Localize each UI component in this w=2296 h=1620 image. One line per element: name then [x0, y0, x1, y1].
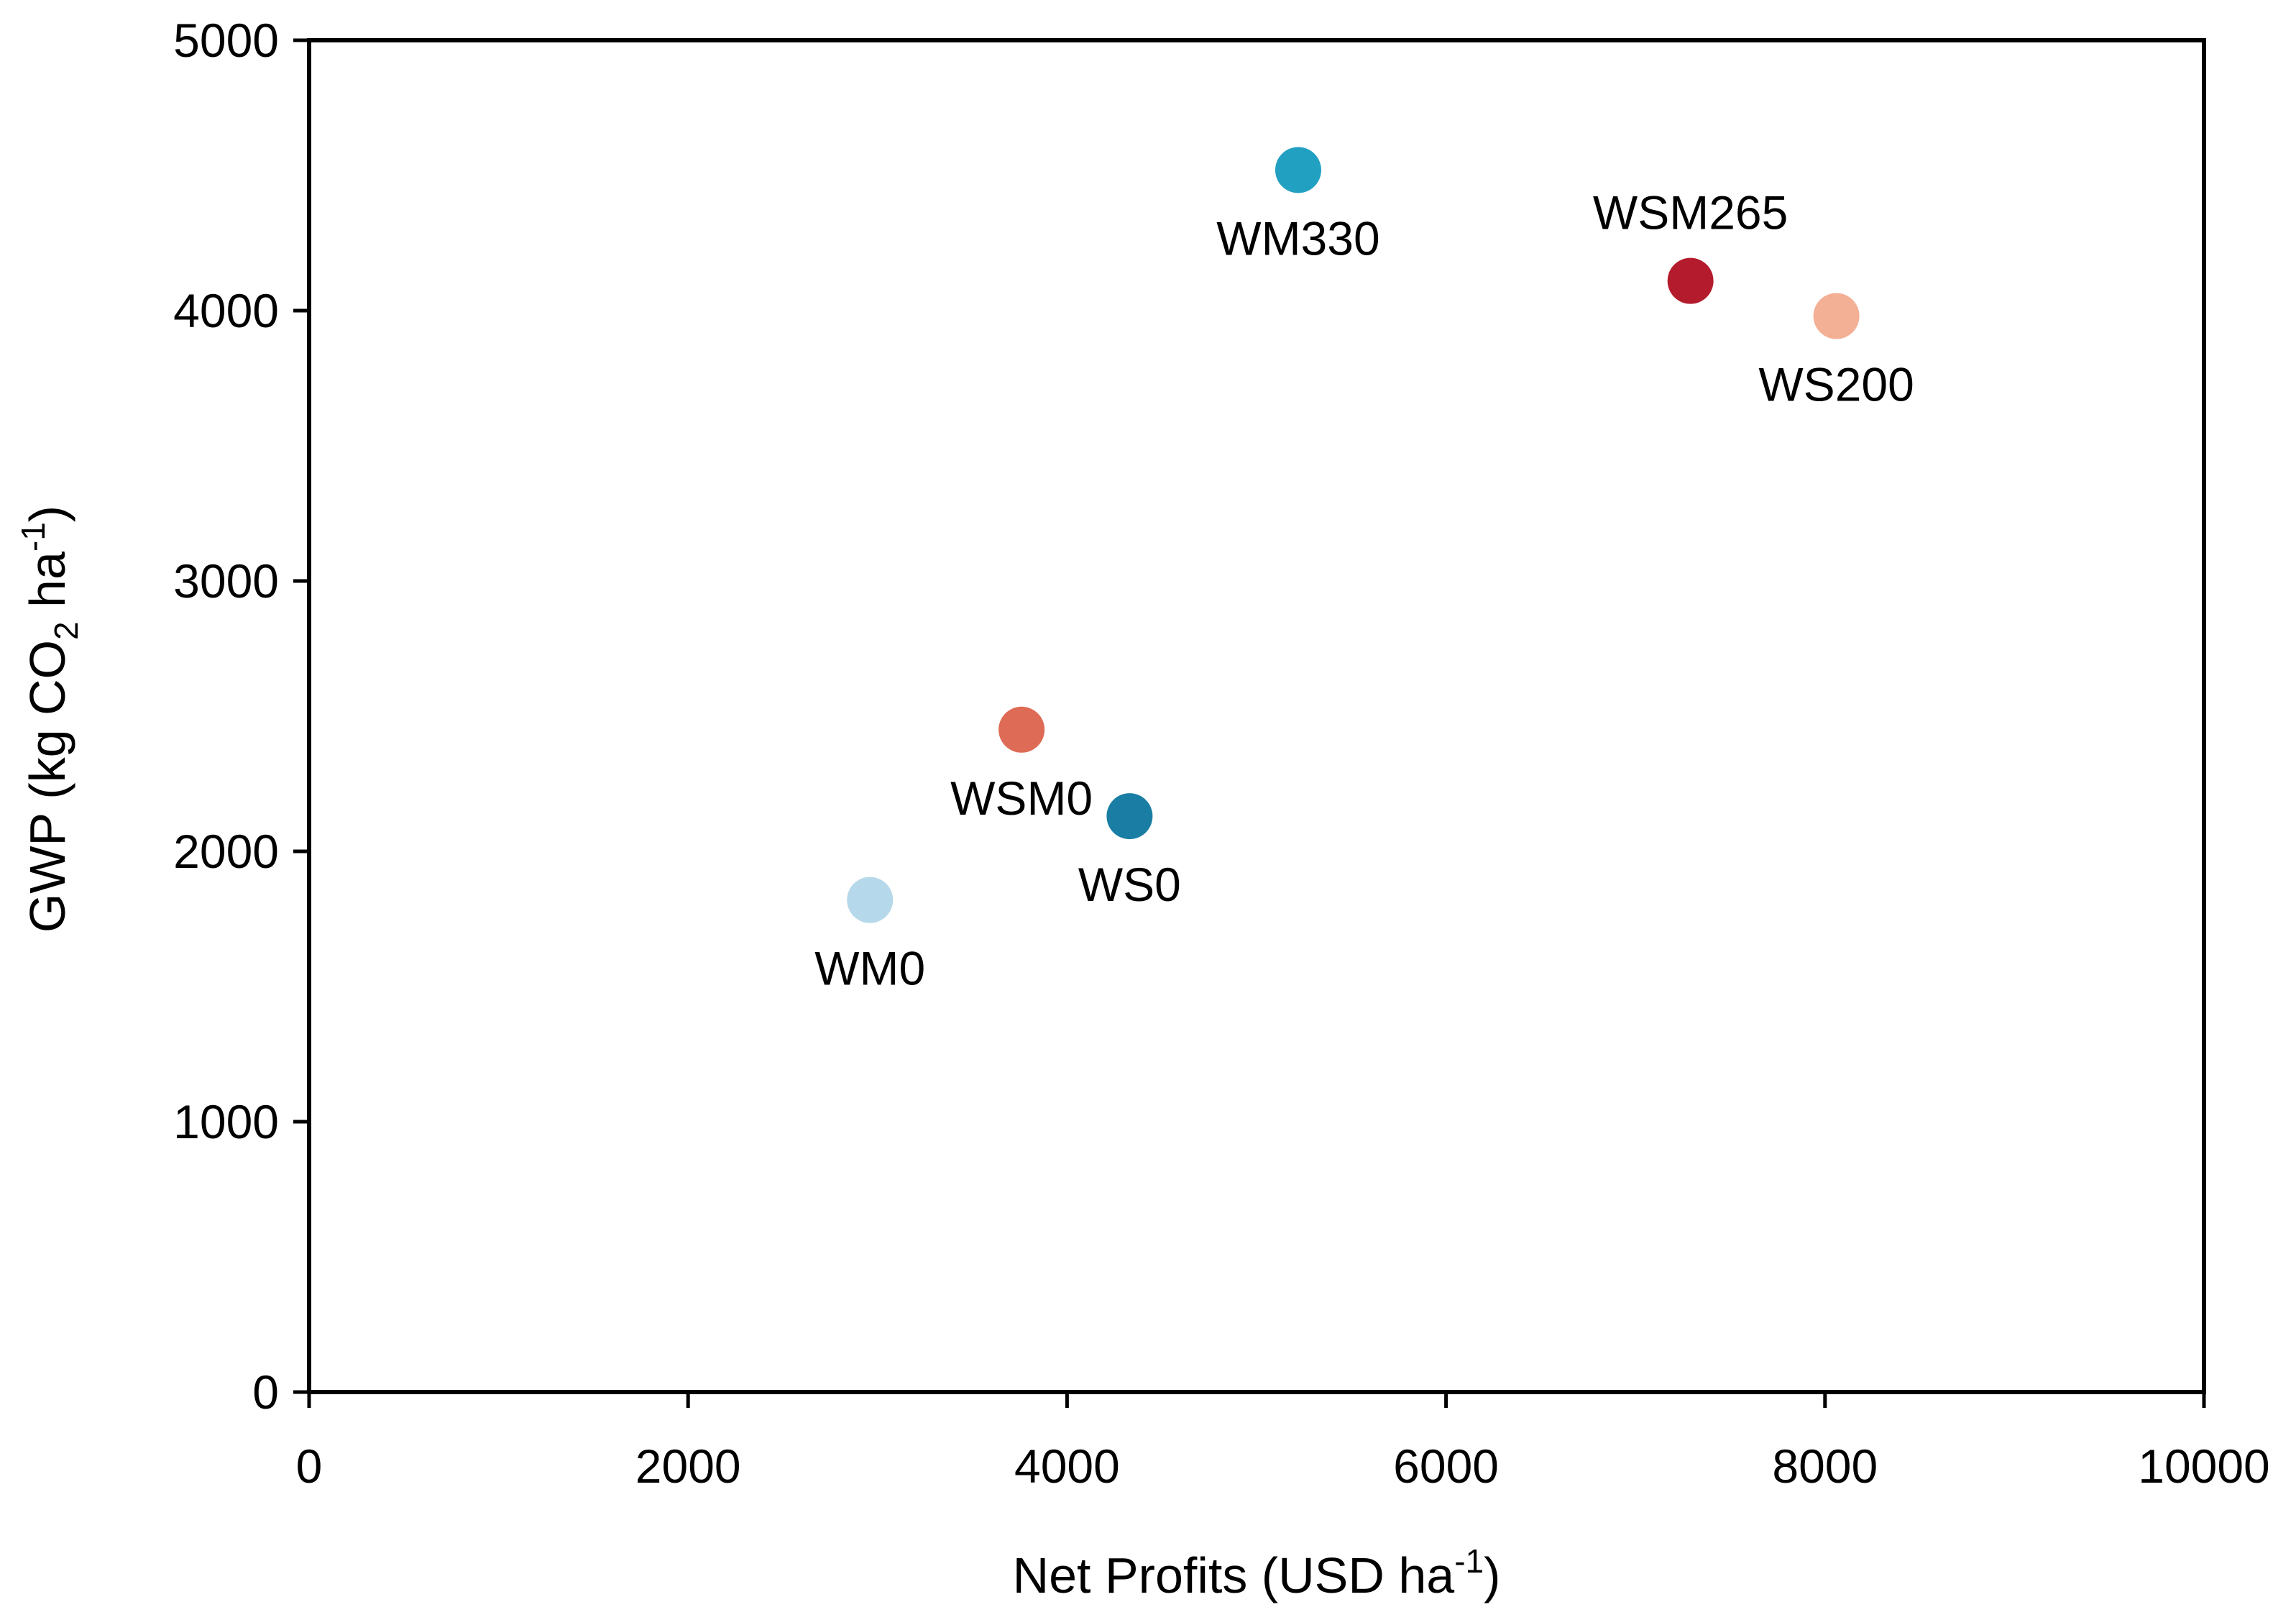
- y-tick-label: 3000: [173, 554, 279, 608]
- data-label-wsm0: WSM0: [950, 772, 1093, 825]
- data-points: WM330 WSM265 WS200 WSM0 WS0 WM0: [814, 147, 1914, 995]
- data-point-ws0: [1106, 793, 1153, 840]
- data-label-wm330: WM330: [1216, 211, 1379, 265]
- y-axis-title: GWP (kg CO2 ha-1): [14, 505, 85, 933]
- data-label-wm0: WM0: [814, 942, 925, 995]
- data-point-wm330: [1275, 147, 1321, 193]
- x-tick-label: 6000: [1393, 1440, 1499, 1493]
- y-axis-ticks: 0 1000 2000 3000 4000 5000: [173, 14, 309, 1419]
- y-tick-label: 5000: [173, 14, 279, 67]
- data-point-wm0: [847, 877, 894, 923]
- x-tick-label: 10000: [2138, 1440, 2270, 1493]
- x-tick-label: 4000: [1014, 1440, 1120, 1493]
- y-tick-label: 0: [252, 1365, 279, 1419]
- data-point-ws200: [1813, 293, 1860, 339]
- plot-frame: [307, 38, 2206, 1394]
- y-tick-label: 4000: [173, 284, 279, 337]
- data-point-wsm265: [1667, 257, 1714, 304]
- data-label-wsm265: WSM265: [1593, 186, 1788, 239]
- y-tick-label: 2000: [173, 825, 279, 878]
- x-tick-label: 8000: [1772, 1440, 1878, 1493]
- data-label-ws200: WS200: [1758, 358, 1914, 411]
- x-axis-title: Net Profits (USD ha-1): [1013, 1542, 1501, 1603]
- x-axis-ticks: 0 2000 4000 6000 8000 10000: [296, 1392, 2270, 1493]
- x-tick-label: 2000: [635, 1440, 741, 1493]
- data-label-ws0: WS0: [1078, 858, 1181, 911]
- x-tick-label: 0: [296, 1440, 323, 1493]
- data-point-wsm0: [998, 706, 1045, 753]
- y-tick-label: 1000: [173, 1095, 279, 1148]
